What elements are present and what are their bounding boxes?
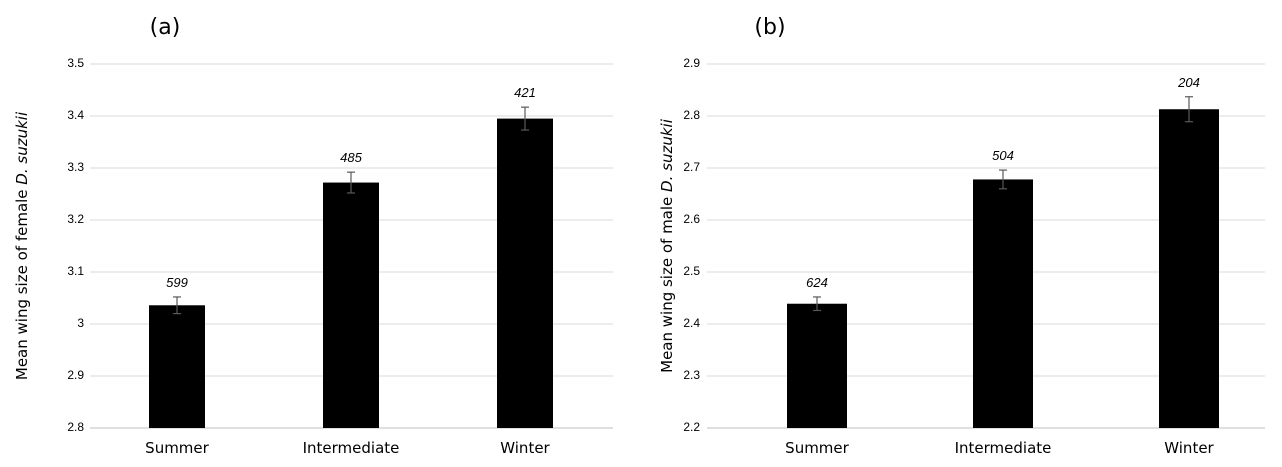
y-tick-label: 3.4: [67, 108, 84, 122]
data-label: 504: [992, 148, 1014, 163]
chart-panel-b: (b) 2.2 2.3 2.4 2.5 2.6 2.7 2.8 2.9 Mean wing siz…: [658, 15, 1265, 457]
bar-intermediate: [323, 182, 379, 428]
panel-label: (b): [754, 15, 785, 40]
y-tick-label: 2.9: [683, 56, 700, 70]
panel-label: (a): [150, 15, 181, 40]
data-label: 204: [1177, 75, 1200, 90]
y-tick-label: 3: [77, 316, 84, 330]
bar-summer: [787, 303, 847, 428]
y-tick-label: 2.8: [683, 108, 700, 122]
category-label: Winter: [1164, 439, 1214, 457]
y-tick-label: 3.5: [67, 56, 84, 70]
chart-panel-a: (a) 2.8 2.9 3 3.1 3.2 3.3 3.4 3.5 Mean wing size …: [13, 15, 613, 457]
y-tick-label: 2.7: [683, 160, 700, 174]
y-tick-label: 2.3: [683, 368, 700, 382]
y-tick-label: 3.1: [67, 264, 84, 278]
category-label: Intermediate: [955, 439, 1052, 457]
y-tick-label: 2.6: [683, 212, 700, 226]
data-label: 599: [166, 275, 188, 290]
data-label: 624: [806, 275, 828, 290]
y-tick-label: 2.5: [683, 264, 700, 278]
category-label: Intermediate: [303, 439, 400, 457]
category-label: Winter: [500, 439, 550, 457]
category-label: Summer: [785, 439, 849, 457]
category-label: Summer: [145, 439, 209, 457]
y-axis-label: Mean wing size of female D. suzukii: [13, 111, 31, 380]
data-label: 421: [514, 85, 536, 100]
y-tick-label: 2.2: [683, 420, 700, 434]
bar-summer: [149, 305, 205, 428]
y-axis-label: Mean wing size of male D. suzukii: [658, 118, 676, 373]
y-tick-label: 3.3: [67, 160, 84, 174]
bar-intermediate: [973, 179, 1033, 428]
bar-winter: [497, 118, 553, 428]
y-tick-label: 2.8: [67, 420, 84, 434]
y-tick-label: 3.2: [67, 212, 84, 226]
bar-winter: [1159, 109, 1219, 429]
data-label: 485: [340, 150, 362, 165]
y-tick-label: 2.4: [683, 316, 700, 330]
y-tick-label: 2.9: [67, 368, 84, 382]
